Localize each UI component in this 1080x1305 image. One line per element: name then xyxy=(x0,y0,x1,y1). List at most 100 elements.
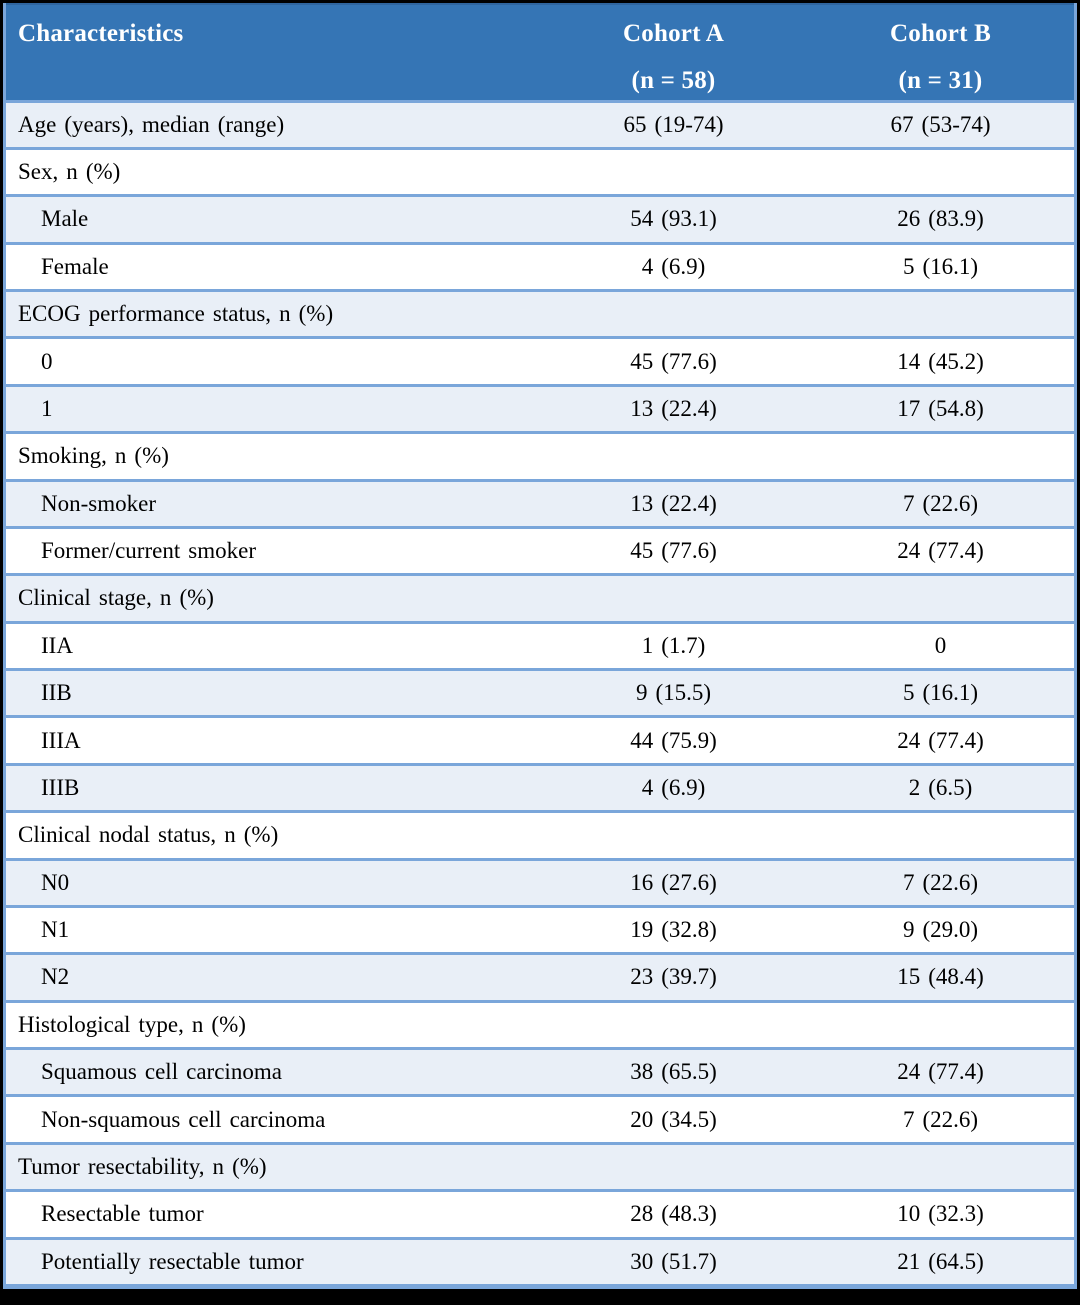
table-row: Non-squamous cell carcinoma 20 (34.5) 7 … xyxy=(6,1095,1074,1144)
patient-characteristics-table: Characteristics Cohort A (n = 58) Cohort… xyxy=(6,3,1074,1287)
cohort-a-value xyxy=(540,291,807,338)
table-row: Histological type, n (%) xyxy=(6,1001,1074,1049)
cohort-b-value: 7 (22.6) xyxy=(902,490,979,516)
cohort-b-value: 24 (77.4) xyxy=(897,727,984,753)
cohort-a-value: 16 (27.6) xyxy=(630,869,717,895)
table-row: Non-smoker 13 (22.4) 7 (22.6) xyxy=(6,480,1074,528)
cohort-a-value xyxy=(540,148,807,195)
cohort-a-value: 4 (6.9) xyxy=(641,774,706,800)
cohort-a-value: 4 (6.9) xyxy=(641,253,706,279)
row-label: Clinical stage, n (%) xyxy=(18,585,214,611)
cohort-a-value: 44 (75.9) xyxy=(630,727,717,753)
row-label: IIA xyxy=(41,632,73,658)
cohort-a-value: 13 (22.4) xyxy=(630,395,717,421)
cohort-a-value: 65 (19-74) xyxy=(623,111,724,137)
header-cohort-b: Cohort B (n = 31) xyxy=(807,3,1074,103)
row-label: N2 xyxy=(41,964,70,990)
cohort-a-value xyxy=(540,575,807,622)
cohort-b-value: 2 (6.5) xyxy=(908,774,973,800)
table-row: N0 16 (27.6) 7 (22.6) xyxy=(6,859,1074,907)
table-row: Squamous cell carcinoma 38 (65.5) 24 (77… xyxy=(6,1048,1074,1096)
table-border: Characteristics Cohort A (n = 58) Cohort… xyxy=(3,3,1077,1289)
cohort-b-value: 7 (22.6) xyxy=(902,869,979,895)
cohort-b-value: 0 xyxy=(934,632,947,658)
row-label: Former/current smoker xyxy=(41,538,256,564)
cohort-a-value: 54 (93.1) xyxy=(630,206,717,232)
cohort-b-value: 67 (53-74) xyxy=(890,111,991,137)
row-label: Clinical nodal status, n (%) xyxy=(18,822,279,848)
table-row: 1 13 (22.4) 17 (54.8) xyxy=(6,385,1074,433)
table-row: N1 19 (32.8) 9 (29.0) xyxy=(6,906,1074,954)
cohort-a-value: 19 (32.8) xyxy=(630,917,717,943)
header-row: Characteristics Cohort A (n = 58) Cohort… xyxy=(6,3,1074,103)
cohort-b-value xyxy=(807,812,1074,859)
table-row: IIIB 4 (6.9) 2 (6.5) xyxy=(6,764,1074,812)
cohort-b-value: 10 (32.3) xyxy=(897,1201,984,1227)
cohort-a-value xyxy=(540,433,807,480)
cohort-b-value: 7 (22.6) xyxy=(902,1106,979,1132)
cohort-a-value xyxy=(540,812,807,859)
row-label: Male xyxy=(41,206,89,232)
table-row: Female 4 (6.9) 5 (16.1) xyxy=(6,243,1074,291)
row-label: Age (years), median (range) xyxy=(18,111,285,137)
row-label: IIIA xyxy=(41,727,81,753)
table-row: Age (years), median (range) 65 (19-74) 6… xyxy=(6,101,1074,149)
header-cohort-b-n: (n = 31) xyxy=(898,67,983,94)
table-row: Former/current smoker 45 (77.6) 24 (77.4… xyxy=(6,527,1074,575)
table-row: IIA 1 (1.7) 0 xyxy=(6,622,1074,670)
cohort-a-value xyxy=(540,1143,807,1190)
cohort-a-value xyxy=(540,1001,807,1048)
cohort-b-value xyxy=(807,575,1074,622)
cohort-b-value: 5 (16.1) xyxy=(902,680,979,706)
cohort-b-value xyxy=(807,148,1074,195)
cohort-a-value: 45 (77.6) xyxy=(630,348,717,374)
cohort-a-value: 30 (51.7) xyxy=(630,1248,717,1274)
header-characteristics-label: Characteristics xyxy=(18,20,184,47)
cohort-a-value: 45 (77.6) xyxy=(630,538,717,564)
row-label: Non-squamous cell carcinoma xyxy=(41,1106,326,1132)
cohort-b-value: 5 (16.1) xyxy=(902,253,979,279)
header-characteristics: Characteristics xyxy=(6,3,540,103)
header-cohort-a-label: Cohort A xyxy=(623,20,724,47)
cohort-a-value: 13 (22.4) xyxy=(630,490,717,516)
row-label: 1 xyxy=(41,395,53,421)
cohort-a-value: 38 (65.5) xyxy=(630,1059,717,1085)
cohort-b-value: 24 (77.4) xyxy=(897,1059,984,1085)
table-row: Tumor resectability, n (%) xyxy=(6,1143,1074,1191)
row-label: N1 xyxy=(41,917,70,943)
row-label: IIB xyxy=(41,680,72,706)
cohort-b-value xyxy=(807,291,1074,338)
row-label: Squamous cell carcinoma xyxy=(41,1059,282,1085)
table-row: ECOG performance status, n (%) xyxy=(6,290,1074,338)
row-label: Resectable tumor xyxy=(41,1201,204,1227)
cohort-a-value: 1 (1.7) xyxy=(641,632,706,658)
cohort-b-value xyxy=(807,433,1074,480)
cohort-b-value: 9 (29.0) xyxy=(902,917,979,943)
cohort-b-value: 17 (54.8) xyxy=(897,395,984,421)
row-label: Non-smoker xyxy=(41,490,156,516)
cohort-b-value: 24 (77.4) xyxy=(897,538,984,564)
cohort-a-value: 9 (15.5) xyxy=(635,680,712,706)
row-label: Histological type, n (%) xyxy=(18,1011,246,1037)
table-row: 0 45 (77.6) 14 (45.2) xyxy=(6,337,1074,386)
cohort-b-value xyxy=(807,1001,1074,1048)
cohort-b-value: 15 (48.4) xyxy=(897,964,984,990)
row-label: Smoking, n (%) xyxy=(18,443,169,469)
cohort-a-value: 23 (39.7) xyxy=(630,964,717,990)
row-label: Sex, n (%) xyxy=(18,159,121,185)
header-cohort-b-label: Cohort B xyxy=(890,20,991,47)
cohort-a-value: 28 (48.3) xyxy=(630,1201,717,1227)
table-row: Clinical nodal status, n (%) xyxy=(6,811,1074,859)
header-cohort-a: Cohort A (n = 58) xyxy=(540,3,807,103)
table-row: Clinical stage, n (%) xyxy=(6,574,1074,623)
row-label: IIIB xyxy=(41,774,80,800)
cohort-b-value: 21 (64.5) xyxy=(897,1248,984,1274)
row-label: N0 xyxy=(41,869,70,895)
table-row: Potentially resectable tumor 30 (51.7) 2… xyxy=(6,1238,1074,1286)
row-label: Tumor resectability, n (%) xyxy=(18,1153,267,1179)
cohort-b-value xyxy=(807,1143,1074,1190)
row-label: ECOG performance status, n (%) xyxy=(18,301,334,327)
header-cohort-a-n: (n = 58) xyxy=(631,67,716,94)
table-row: Sex, n (%) xyxy=(6,148,1074,196)
cohort-b-value: 26 (83.9) xyxy=(897,206,984,232)
